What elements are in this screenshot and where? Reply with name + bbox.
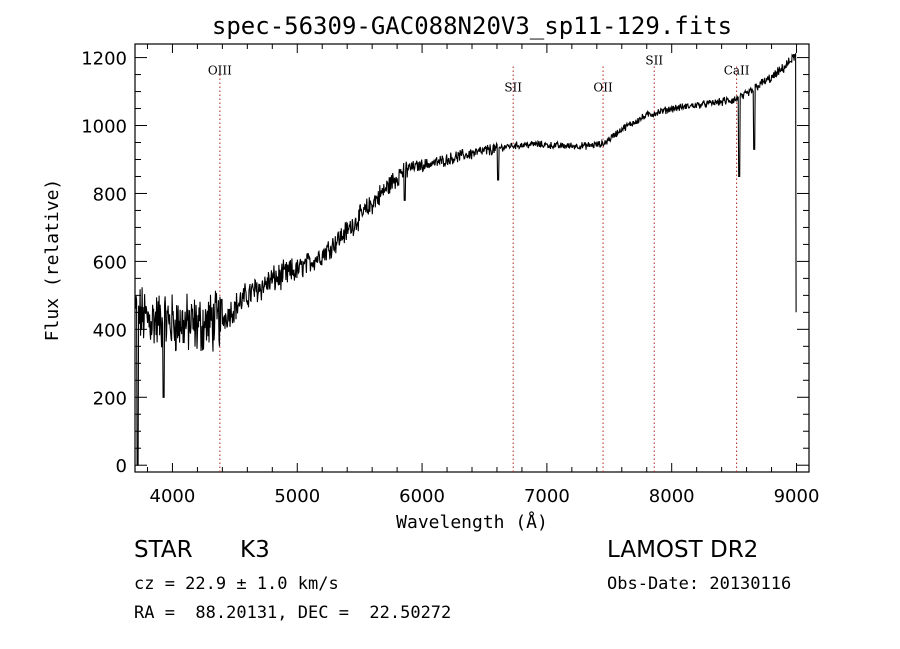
y-tick-label: 800 [93,184,127,205]
marker-label: SII [645,53,663,67]
x-tick-label: 9000 [774,486,820,507]
x-tick-label: 7000 [524,486,570,507]
x-tick-label: 4000 [150,486,196,507]
x-tick-label: 6000 [399,486,445,507]
marker-label: OIII [208,64,232,78]
y-tick-label: 1200 [81,49,127,70]
object-type: STAR [134,537,193,563]
plot-frame [134,43,810,473]
survey-name: LAMOST DR2 [607,537,759,563]
y-tick-label: 600 [93,252,127,273]
x-axis-label: Wavelength (Å) [396,511,548,533]
emission-line-markers: OIII SII OII SII CaII [208,53,750,472]
obs-date-text: Obs-Date: 20130116 [607,574,792,594]
y-tick-label: 0 [116,456,127,477]
y-tick-label: 1000 [81,117,127,138]
marker-label: SII [504,81,522,95]
x-tick-label: 8000 [649,486,695,507]
y-tick-label: 200 [93,388,127,409]
x-tick-label: 5000 [274,486,320,507]
y-axis: 0 200 400 600 800 1000 1200 [81,49,809,477]
x-axis: 4000 5000 6000 7000 8000 9000 [146,44,820,507]
y-tick-label: 400 [93,320,127,341]
coordinates-text: RA = 88.20131, DEC = 22.50272 [134,603,452,623]
marker-label: OII [593,81,613,95]
spectrum-line [135,53,797,466]
chart-title: spec-56309-GAC088N20V3_sp11-129.fits [212,12,732,40]
marker-label: CaII [724,64,750,78]
y-axis-label: Flux (relative) [42,179,63,342]
velocity-text: cz = 22.9 ± 1.0 km/s [134,574,339,594]
spectral-subclass: K3 [240,537,270,563]
